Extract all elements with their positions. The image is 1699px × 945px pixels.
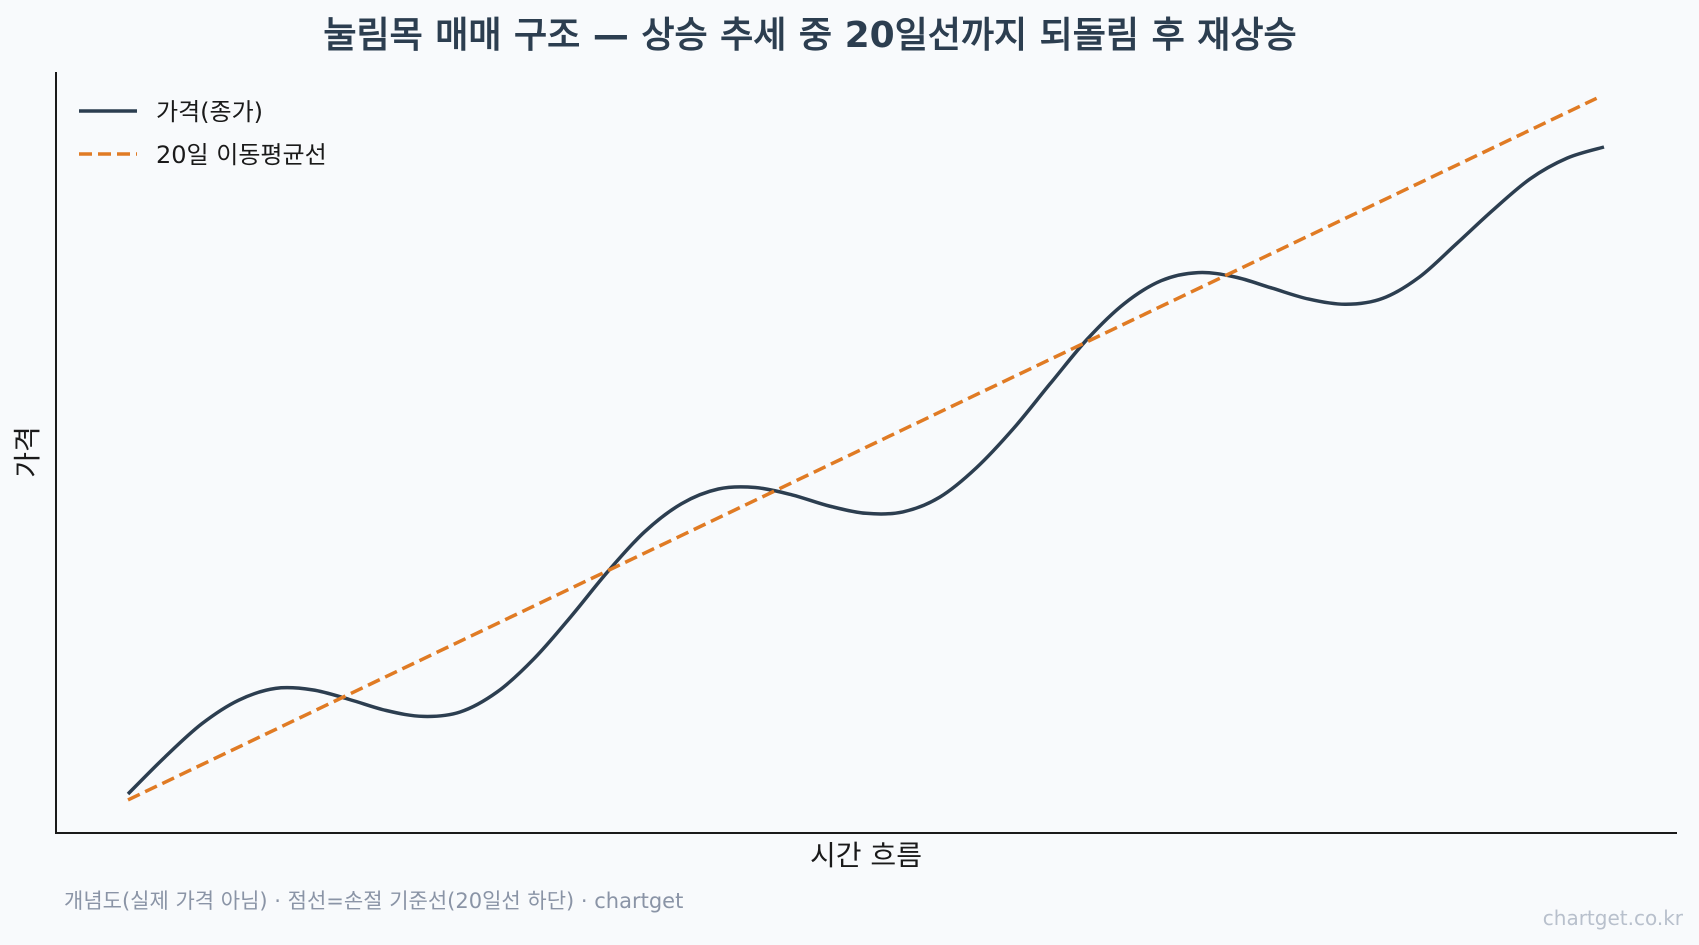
chart-title: 눌림목 매매 구조 — 상승 추세 중 20일선까지 되돌림 후 재상승	[323, 15, 1296, 56]
y-axis-label: 가격	[11, 426, 44, 478]
legend-label-price: 가격(종가)	[156, 98, 263, 126]
ma20-series-line	[127, 96, 1598, 802]
price-series-line	[126, 145, 1605, 796]
x-axis-label: 시간 흐름	[810, 839, 922, 872]
legend: 가격(종가) 20일 이동평균선	[79, 98, 327, 169]
legend-label-ma20: 20일 이동평균선	[156, 141, 327, 169]
footnote: 개념도(실제 가격 아님) · 점선=손절 기준선(20일선 하단) · cha…	[64, 889, 683, 913]
watermark: chartget.co.kr	[1543, 906, 1684, 930]
series-layer	[126, 96, 1605, 802]
plot-area	[55, 72, 1677, 834]
